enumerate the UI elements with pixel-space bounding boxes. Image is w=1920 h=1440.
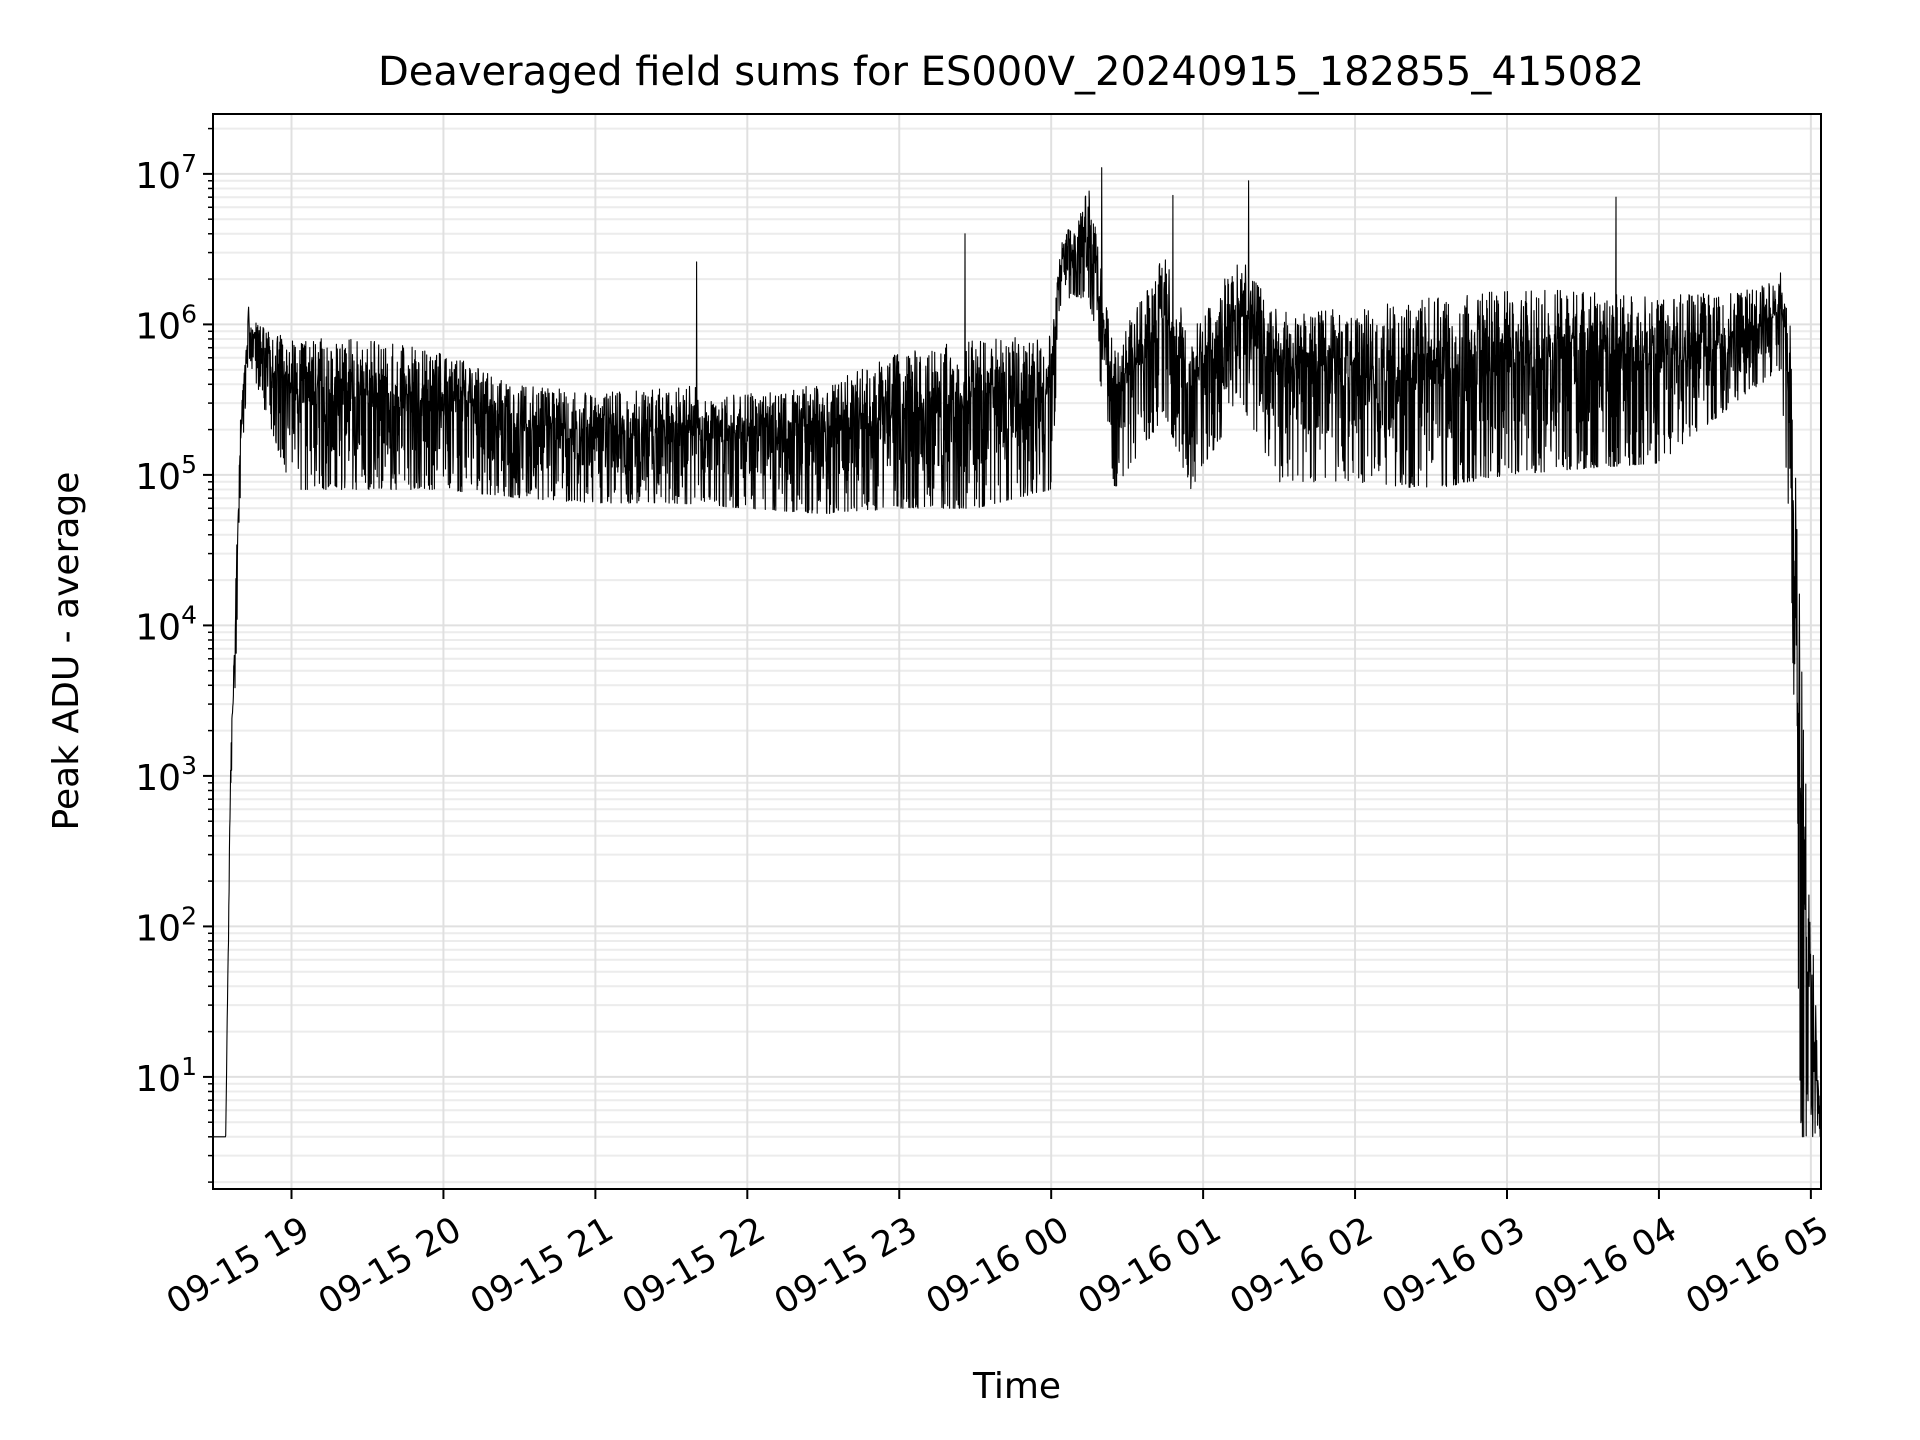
x-axis-label: Time [972, 1366, 1061, 1407]
plot-area [212, 113, 1822, 1190]
y-tick-label-base: 10 [135, 306, 181, 347]
y-tick-label: 104 [135, 600, 197, 648]
y-tick-label: 107 [135, 149, 197, 197]
y-tick-label-exponent: 6 [181, 299, 197, 328]
y-tick-label: 102 [135, 901, 197, 949]
y-tick-label-exponent: 7 [181, 149, 197, 178]
y-tick-label-exponent: 4 [181, 600, 197, 629]
y-tick-label: 101 [135, 1052, 197, 1100]
y-tick-label-base: 10 [135, 1059, 181, 1100]
y-tick-label-base: 10 [135, 758, 181, 799]
y-tick-label-exponent: 1 [181, 1052, 197, 1081]
y-tick-label-base: 10 [135, 156, 181, 197]
y-tick-label-exponent: 5 [181, 450, 197, 479]
y-tick-label-base: 10 [135, 607, 181, 648]
y-tick-label-base: 10 [135, 908, 181, 949]
y-tick-label: 103 [135, 751, 197, 799]
series-line-0 [212, 167, 1822, 1138]
y-tick-label: 105 [135, 450, 197, 498]
plot-background [213, 114, 1821, 1189]
plot-frame [212, 113, 1822, 1190]
series-layer [212, 167, 1822, 1138]
y-tick-label-exponent: 3 [181, 751, 197, 780]
grid-layer [213, 114, 1821, 1189]
y-tick-label-base: 10 [135, 457, 181, 498]
y-tick-label: 106 [135, 299, 197, 347]
y-tick-label-exponent: 2 [181, 901, 197, 930]
chart-title: Deaveraged field sums for ES000V_2024091… [378, 49, 1644, 95]
y-axis-label: Peak ADU - average [46, 472, 87, 831]
